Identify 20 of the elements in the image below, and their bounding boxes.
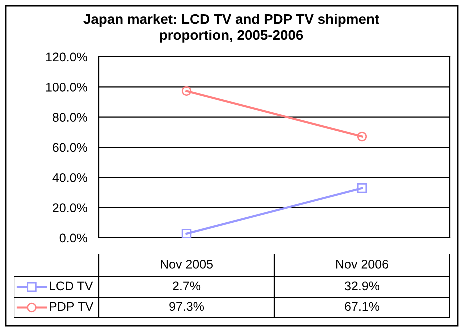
y-tick-label: 120.0%: [46, 52, 88, 62]
x-tick-label: Nov 2006: [336, 260, 388, 269]
point: [182, 229, 192, 238]
data-label: 2.7%: [173, 282, 201, 291]
y-tick-label: 20.0%: [53, 204, 88, 212]
chart-title: Japan market: LCD TV and PDP TV shipment proportion, 2005-2006: [84, 14, 380, 43]
legend-label: LCD TV: [50, 282, 94, 291]
y-tick-label: 60.0%: [53, 143, 88, 152]
y-tick-label: 0.0%: [60, 234, 88, 243]
data-label: 32.9%: [345, 282, 380, 291]
point: [357, 184, 368, 194]
y-tick-label: 80.0%: [52, 113, 88, 122]
y-tick-label: 40.0%: [52, 173, 88, 182]
point: [182, 86, 192, 96]
data-label: 97.3%: [170, 302, 204, 312]
data-label: 67.1%: [345, 302, 380, 312]
point: [357, 132, 368, 142]
x-tick-label: Nov 2005: [161, 260, 213, 269]
legend-label: PDP TV: [50, 302, 94, 311]
y-tick-label: 100.0%: [46, 82, 88, 92]
